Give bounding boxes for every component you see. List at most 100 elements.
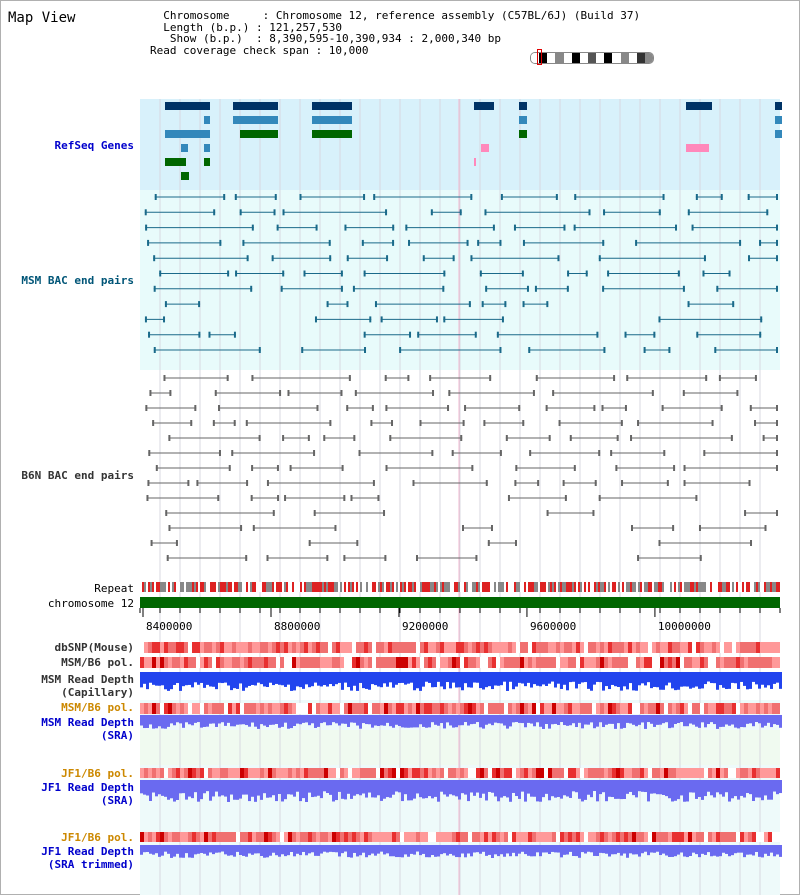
- read-depth-bar: [335, 845, 338, 853]
- msm-bac-label[interactable]: MSM BAC end pairs: [21, 274, 134, 287]
- read-depth-bar: [158, 715, 161, 727]
- polymorphism-cell: [644, 657, 648, 668]
- read-depth-bar: [320, 672, 323, 687]
- read-depth-bar: [449, 780, 452, 795]
- polymorphism-cell: [752, 642, 756, 653]
- gene-feature[interactable]: [775, 130, 782, 138]
- b6n-bac-pair-end: [370, 420, 373, 426]
- polymorphism-cell: [296, 703, 300, 714]
- gene-feature[interactable]: [686, 102, 712, 110]
- read-depth-bar: [350, 672, 353, 691]
- msm-bac-pair-end: [596, 331, 599, 338]
- msm-bac-pair-end: [748, 255, 751, 262]
- repeat-block: [400, 582, 402, 592]
- chromosome-ideogram[interactable]: [530, 52, 654, 64]
- read-depth-bar: [626, 672, 629, 690]
- jf1-b6-pol-2-label[interactable]: JF1/B6 pol.: [61, 831, 134, 844]
- gene-feature[interactable]: [474, 102, 494, 110]
- gene-feature[interactable]: [312, 130, 352, 138]
- polymorphism-cell: [384, 832, 388, 842]
- jf1-b6-pol-label[interactable]: JF1/B6 pol.: [61, 767, 134, 780]
- gene-feature[interactable]: [165, 158, 186, 166]
- gene-feature[interactable]: [165, 130, 210, 138]
- gene-feature[interactable]: [312, 116, 352, 124]
- gene-feature[interactable]: [474, 158, 476, 166]
- gene-feature[interactable]: [181, 172, 189, 180]
- read-depth-bar: [488, 845, 491, 855]
- polymorphism-cell: [376, 768, 380, 778]
- polymorphism-cell: [452, 832, 456, 842]
- dbsnp-label[interactable]: dbSNP(Mouse): [54, 641, 134, 654]
- gene-feature[interactable]: [519, 116, 527, 124]
- repeat-block: [570, 582, 572, 592]
- b6n-bac-pair-end: [287, 390, 290, 396]
- read-depth-bar: [707, 715, 710, 725]
- gene-feature[interactable]: [181, 144, 188, 152]
- b6n-bac-pair-end: [377, 495, 380, 501]
- msm-depth-sra-label[interactable]: MSM Read Depth (SRA): [4, 716, 134, 742]
- gene-feature[interactable]: [204, 144, 210, 152]
- repeat-block: [394, 582, 396, 592]
- read-depth-bar: [365, 845, 368, 858]
- repeat-block: [592, 582, 594, 592]
- repeat-block: [244, 582, 246, 592]
- read-depth-bar: [173, 715, 176, 726]
- gene-feature[interactable]: [775, 116, 782, 124]
- msm-b6-pol-sra-label[interactable]: MSM/B6 pol.: [61, 701, 134, 714]
- polymorphism-cell: [748, 832, 752, 842]
- gene-feature[interactable]: [233, 102, 278, 110]
- gene-feature[interactable]: [775, 102, 782, 110]
- jf1-depth-sra-label[interactable]: JF1 Read Depth (SRA): [4, 781, 134, 807]
- jf1-depth-trimmed-label[interactable]: JF1 Read Depth (SRA trimmed): [4, 845, 134, 871]
- read-depth-bar: [656, 845, 659, 852]
- b6n-bac-pair-end: [343, 555, 346, 561]
- read-depth-bar: [470, 672, 473, 688]
- msm-bac-pair-end: [484, 209, 487, 216]
- polymorphism-cell: [296, 657, 300, 668]
- polymorphism-cell: [312, 768, 316, 778]
- read-depth-bar: [209, 672, 212, 687]
- gene-feature[interactable]: [165, 102, 210, 110]
- polymorphism-cell: [644, 703, 648, 714]
- polymorphism-cell: [596, 768, 600, 778]
- read-depth-bar: [692, 715, 695, 725]
- repeat-block: [690, 582, 692, 592]
- polymorphism-cell: [568, 642, 572, 653]
- polymorphism-cell: [288, 703, 292, 714]
- repeat-block: [312, 582, 314, 592]
- polymorphism-cell: [656, 703, 660, 714]
- polymorphism-cell: [140, 657, 144, 668]
- gene-feature[interactable]: [204, 116, 210, 124]
- repeat-label: Repeat: [94, 582, 134, 595]
- polymorphism-cell: [772, 832, 776, 842]
- polymorphism-cell: [776, 657, 780, 668]
- read-depth-bar: [494, 780, 497, 797]
- gene-feature[interactable]: [519, 130, 527, 138]
- read-depth-bar: [371, 672, 374, 685]
- polymorphism-cell: [456, 768, 460, 778]
- read-depth-bar: [695, 715, 698, 727]
- gene-feature[interactable]: [312, 102, 352, 110]
- msm-b6-pol-label[interactable]: MSM/B6 pol.: [61, 656, 134, 669]
- read-depth-bar: [365, 715, 368, 725]
- read-depth-bar: [452, 780, 455, 796]
- refseq-genes-label[interactable]: RefSeq Genes: [54, 139, 134, 152]
- gene-feature[interactable]: [233, 116, 278, 124]
- msm-depth-capillary-label[interactable]: MSM Read Depth (Capillary): [4, 673, 134, 699]
- gene-feature[interactable]: [519, 102, 527, 110]
- repeat-block: [350, 582, 352, 592]
- msm-bac-pair-end: [422, 255, 425, 262]
- polymorphism-cell: [288, 832, 292, 842]
- msm-bac-pair-end: [363, 331, 366, 338]
- read-depth-bar: [515, 715, 518, 723]
- read-depth-bar: [590, 780, 593, 798]
- gene-feature[interactable]: [204, 158, 210, 166]
- read-depth-bar: [422, 672, 425, 687]
- gene-feature[interactable]: [686, 144, 709, 152]
- b6n-bac-label[interactable]: B6N BAC end pairs: [21, 469, 134, 482]
- gene-feature[interactable]: [481, 144, 489, 152]
- polymorphism-cell: [456, 657, 460, 668]
- chromosome-bar: [140, 597, 780, 608]
- gene-feature[interactable]: [240, 130, 278, 138]
